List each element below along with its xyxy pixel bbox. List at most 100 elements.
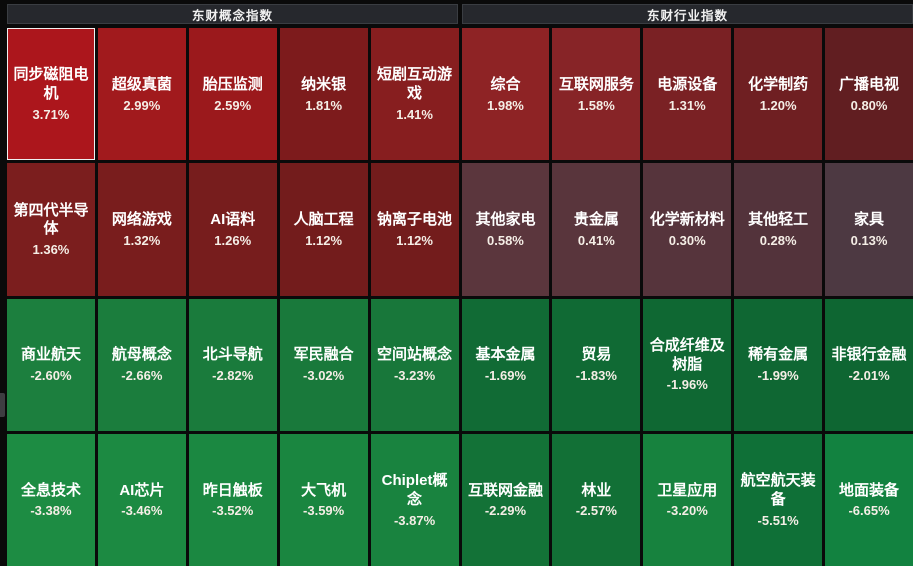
heatmap-tile[interactable]: 昨日触板 -3.52% [188, 433, 277, 566]
tile-value: 1.26% [214, 232, 252, 248]
heatmap-tile[interactable]: 电源设备 1.31% [643, 28, 732, 161]
heatmap-tile[interactable]: 贸易 -1.83% [552, 298, 641, 431]
tile-name: 纳米银 [301, 75, 347, 93]
tile-value: 1.36% [32, 242, 70, 258]
tile-name: 同步磁阻电机 [13, 66, 89, 103]
section-header-industry-index: 东财行业指数 [462, 4, 913, 24]
heatmap-tile[interactable]: Chiplet概念 -3.87% [370, 433, 459, 566]
tile-name: Chiplet概念 [381, 472, 448, 508]
heatmap-tile[interactable]: 互联网服务 1.58% [552, 28, 641, 161]
tile-name: 短剧互动游戏 [377, 66, 453, 103]
tile-value: -2.66% [121, 368, 163, 383]
tile-value: -2.57% [575, 503, 617, 519]
tile-value: 0.58% [487, 232, 524, 248]
heatmap-tile[interactable]: 广播电视 0.80% [825, 28, 913, 161]
section-header-row: 东财概念指数 东财行业指数 [7, 4, 913, 24]
heatmap-tile[interactable]: 人脑工程 1.12% [279, 163, 368, 296]
heatmap-tile[interactable]: 网络游戏 1.32% [97, 163, 186, 296]
tile-name: 航母概念 [111, 346, 172, 364]
tile-name: 综合 [490, 75, 521, 93]
tile-name: 其他家电 [475, 211, 536, 228]
heatmap-tile[interactable]: AI芯片 -3.46% [97, 433, 186, 566]
tile-value: 1.20% [759, 97, 797, 113]
tile-name: 第四代半导体 [13, 201, 89, 238]
tile-value: -5.51% [757, 512, 799, 528]
heatmap-tile[interactable]: 商业航天 -2.60% [7, 298, 95, 431]
heatmap-tile[interactable]: 全息技术 -3.38% [7, 433, 95, 566]
tile-value: -3.23% [393, 368, 436, 383]
heatmap-tile[interactable]: 化学新材料 0.30% [643, 163, 732, 296]
heatmap-tile[interactable]: 其他轻工 0.28% [734, 163, 823, 296]
tile-name: 电源设备 [657, 75, 718, 93]
tile-value: 3.71% [32, 106, 70, 122]
side-panel-collapse-handle[interactable] [0, 393, 5, 417]
heatmap-tile[interactable]: 纳米银 1.81% [279, 28, 368, 161]
heatmap-tile[interactable]: 贵金属 0.41% [552, 163, 641, 296]
heatmap-tile[interactable]: AI语料 1.26% [188, 163, 277, 296]
heatmap-tile[interactable]: 大飞机 -3.59% [279, 433, 368, 566]
tile-value: -2.01% [848, 368, 890, 383]
tile-name: 林业 [581, 481, 612, 499]
tile-value: -3.87% [393, 512, 436, 528]
heatmap-tile[interactable]: 短剧互动游戏 1.41% [370, 28, 459, 161]
tile-value: -2.60% [30, 368, 72, 383]
heatmap-tile[interactable]: 林业 -2.57% [552, 433, 641, 566]
tile-name: 基本金属 [475, 346, 536, 364]
heatmap-tile[interactable]: 互联网金融 -2.29% [461, 433, 550, 566]
tile-name: 化学制药 [748, 75, 809, 93]
tile-value: 0.80% [850, 97, 888, 113]
heatmap-tile[interactable]: 综合 1.98% [461, 28, 550, 161]
tile-name: 大飞机 [301, 481, 347, 499]
heatmap-tile[interactable]: 非银行金融 -2.01% [825, 298, 913, 431]
tile-name: 广播电视 [839, 75, 900, 93]
heatmap-tile[interactable]: 合成纤维及树脂 -1.96% [643, 298, 732, 431]
tile-value: 1.41% [396, 106, 433, 122]
tile-name: 互联网服务 [558, 75, 634, 93]
heatmap-tile[interactable]: 稀有金属 -1.99% [734, 298, 823, 431]
tile-value: -1.99% [757, 368, 799, 383]
tile-value: -3.02% [303, 368, 345, 383]
heatmap-tile[interactable]: 空间站概念 -3.23% [370, 298, 459, 431]
heatmap-tile[interactable]: 同步磁阻电机 3.71% [7, 28, 95, 161]
tile-name: 超级真菌 [111, 75, 172, 93]
heatmap-tile[interactable]: 地面装备 -6.65% [825, 433, 913, 566]
tile-name: 空间站概念 [377, 346, 453, 364]
tile-name: 其他轻工 [748, 211, 809, 228]
tile-value: -6.65% [848, 503, 890, 519]
heatmap-tile[interactable]: 卫星应用 -3.20% [643, 433, 732, 566]
tile-value: 0.28% [759, 232, 797, 248]
heatmap-tile[interactable]: 家具 0.13% [825, 163, 913, 296]
heatmap-tile[interactable]: 航空航天装备 -5.51% [734, 433, 823, 566]
tile-value: 1.81% [305, 97, 343, 113]
tile-value: -2.82% [212, 368, 254, 383]
tile-value: 1.12% [305, 232, 343, 248]
tile-value: -3.38% [30, 503, 72, 519]
heatmap-tile[interactable]: 航母概念 -2.66% [97, 298, 186, 431]
tile-name: AI语料 [210, 211, 256, 228]
heatmap-tile[interactable]: 北斗导航 -2.82% [188, 298, 277, 431]
heatmap-tile[interactable]: 军民融合 -3.02% [279, 298, 368, 431]
tile-value: -1.96% [666, 377, 708, 393]
tile-name: 贸易 [581, 346, 612, 364]
heatmap-tile[interactable]: 钠离子电池 1.12% [370, 163, 459, 296]
tile-name: 卫星应用 [657, 481, 718, 499]
tile-name: 商业航天 [20, 346, 81, 364]
tile-name: 网络游戏 [111, 211, 172, 228]
tile-value: 1.32% [123, 232, 161, 248]
tile-name: 胎压监测 [202, 75, 263, 93]
heatmap-tile[interactable]: 其他家电 0.58% [461, 163, 550, 296]
heatmap-tile[interactable]: 胎压监测 2.59% [188, 28, 277, 161]
tile-value: 0.41% [577, 232, 615, 248]
heatmap-tile[interactable]: 化学制药 1.20% [734, 28, 823, 161]
section-header-concept-index: 东财概念指数 [7, 4, 458, 24]
heatmap-tile[interactable]: 基本金属 -1.69% [461, 298, 550, 431]
tile-name: 人脑工程 [293, 211, 354, 228]
tile-name: 军民融合 [293, 346, 354, 364]
heatmap-tile[interactable]: 第四代半导体 1.36% [7, 163, 95, 296]
heatmap-tile[interactable]: 超级真菌 2.99% [97, 28, 186, 161]
tile-name: 全息技术 [20, 481, 81, 499]
tile-value: 0.30% [668, 232, 706, 248]
tile-value: 1.98% [487, 97, 524, 113]
tile-value: 2.99% [123, 97, 161, 113]
